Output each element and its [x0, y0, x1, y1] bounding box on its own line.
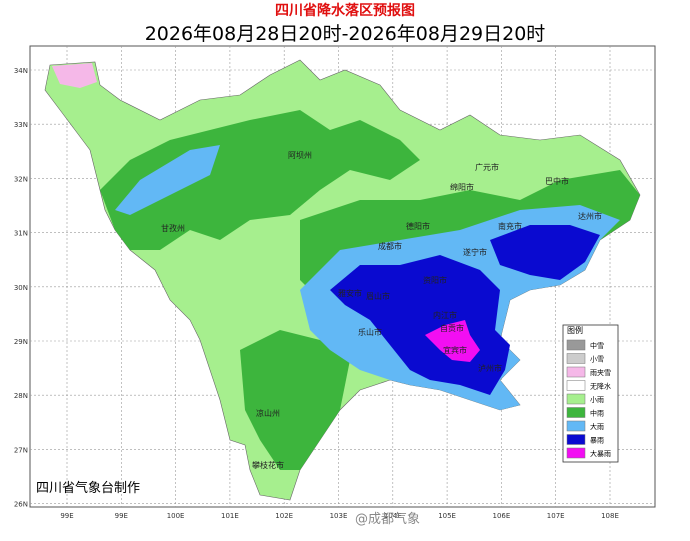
- lat-label: 32N: [14, 175, 28, 183]
- subtitle: 2026年08月28日20时-2026年08月29日20时: [145, 23, 546, 45]
- legend-label: 小雪: [590, 355, 604, 364]
- legend-label: 大雨: [590, 422, 604, 431]
- legend-swatch: [566, 420, 586, 432]
- city-label: 攀枝花市: [252, 460, 284, 470]
- lon-label: 107E: [547, 512, 565, 520]
- lon-label: 104E: [384, 512, 402, 520]
- city-label: 乐山市: [358, 327, 382, 337]
- city-label: 泸州市: [478, 363, 502, 373]
- legend-label: 雨夹雪: [590, 368, 611, 377]
- city-label: 德阳市: [406, 221, 430, 231]
- downpour-area: [425, 320, 480, 362]
- legend-label: 大暴雨: [590, 449, 611, 458]
- legend-label: 暴雨: [590, 437, 604, 445]
- legend-label: 无降水: [590, 382, 611, 391]
- legend-title: 图例: [567, 325, 583, 335]
- city-label: 眉山市: [366, 291, 390, 301]
- lat-label: 34N: [14, 67, 28, 75]
- title: 四川省降水落区预报图: [275, 2, 415, 19]
- lon-label: 99E: [115, 512, 128, 520]
- lon-label: 106E: [493, 512, 511, 520]
- lon-label: 108E: [601, 512, 619, 520]
- lat-label: 33N: [14, 121, 28, 129]
- city-label: 阿坝州: [288, 151, 312, 160]
- lon-label: 105E: [438, 512, 456, 520]
- city-label: 凉山州: [256, 408, 280, 418]
- lat-label: 31N: [14, 230, 28, 238]
- city-label: 达州市: [578, 211, 602, 221]
- city-label: 南充市: [498, 221, 522, 231]
- city-label: 内江市: [433, 310, 457, 320]
- city-label: 巴中市: [545, 176, 569, 186]
- heavy-rain-area: [115, 145, 220, 215]
- lon-label: 102E: [275, 512, 293, 520]
- credit: 四川省气象台制作: [36, 480, 140, 496]
- lat-label: 27N: [14, 446, 28, 454]
- lon-label: 101E: [221, 512, 239, 520]
- city-label: 宜宾市: [443, 345, 467, 355]
- city-label: 资阳市: [423, 275, 447, 285]
- legend-swatch: [566, 366, 586, 378]
- legend-swatch: [566, 380, 586, 391]
- legend-swatch: [566, 407, 586, 418]
- lon-label: 103E: [330, 512, 348, 520]
- lat-label: 26N: [14, 501, 28, 509]
- legend-swatch: [566, 393, 586, 405]
- legend-swatch: [566, 434, 586, 445]
- legend-label: 中雨: [590, 409, 604, 418]
- moderate-rain-area: [240, 330, 350, 470]
- moderate-rain-area: [100, 110, 420, 250]
- city-label: 广元市: [475, 162, 499, 172]
- legend-swatch: [566, 353, 586, 364]
- lon-label: 100E: [167, 512, 185, 520]
- lon-label: 99E: [60, 512, 73, 520]
- city-label: 甘孜州: [161, 223, 185, 233]
- legend-swatch: [566, 447, 586, 459]
- lat-label: 28N: [14, 392, 28, 400]
- rainstorm-area: [490, 225, 600, 280]
- city-label: 雅安市: [338, 288, 362, 298]
- lat-label: 29N: [14, 338, 28, 346]
- lat-label: 30N: [14, 284, 28, 292]
- legend-label: 中雪: [590, 341, 604, 350]
- legend-swatch: [566, 339, 586, 351]
- city-label: 绵阳市: [450, 182, 474, 192]
- city-label: 遂宁市: [463, 247, 487, 257]
- tick-labels: 34N 33N 32N 31N 30N 29N 28N 27N 26N 99E 99E 100E 101…: [14, 67, 619, 520]
- watermark: @成都气象: [355, 511, 420, 527]
- city-label: 自贡市: [440, 323, 464, 333]
- city-label: 成都市: [378, 241, 402, 251]
- sleet-area: [52, 63, 97, 88]
- legend-label: 小雨: [590, 395, 604, 404]
